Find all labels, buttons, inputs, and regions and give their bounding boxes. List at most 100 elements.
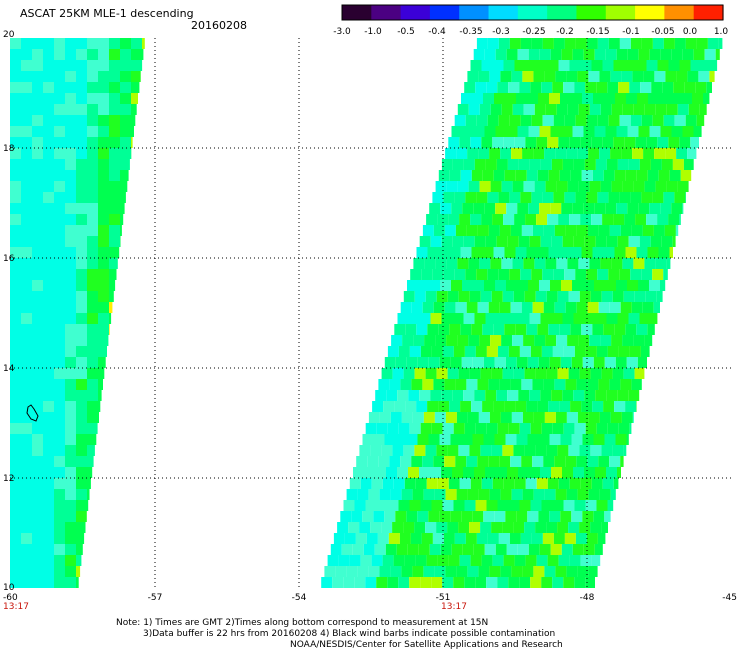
swath-cell — [510, 456, 522, 467]
swath-cell — [477, 225, 489, 236]
swath-cell — [76, 192, 87, 203]
swath-cell — [453, 423, 465, 434]
swath-cell — [498, 269, 510, 280]
swath-cell — [558, 478, 570, 489]
swath-cell — [491, 522, 503, 533]
swath-cell — [640, 82, 652, 93]
swath-cell — [473, 203, 485, 214]
swath-cell — [494, 93, 505, 104]
swath-cell — [459, 555, 471, 566]
swath-cell — [613, 214, 625, 225]
swath-cell — [65, 203, 76, 214]
swath-cell — [109, 115, 120, 126]
swath-cell — [470, 555, 482, 566]
swath-cell — [43, 302, 54, 313]
swath-cell — [519, 500, 531, 511]
swath-cell — [655, 258, 667, 269]
swath-cell — [10, 214, 21, 225]
swath-cell — [612, 291, 624, 302]
swath-cell — [87, 148, 98, 159]
swath-cell — [466, 456, 478, 467]
swath-cell — [436, 368, 448, 379]
swath-cell — [627, 203, 639, 214]
swath-cell — [492, 555, 504, 566]
swath-cell — [570, 170, 582, 181]
swath-cell — [483, 93, 494, 104]
swath-cell — [533, 148, 545, 159]
swath-cell — [480, 445, 492, 456]
swath-cell — [603, 170, 615, 181]
swath-cell — [463, 467, 474, 478]
swath-cell — [532, 379, 544, 390]
swath-cell — [392, 368, 404, 379]
swath-cell — [10, 357, 21, 368]
swath-cell — [536, 60, 548, 71]
swath-cell — [120, 170, 129, 181]
swath-cell — [434, 489, 446, 500]
swath-cell — [54, 412, 65, 423]
swath-cell — [43, 445, 54, 456]
swath-cell — [65, 302, 76, 313]
swath-cell — [595, 236, 607, 247]
swath-cell — [499, 379, 511, 390]
swath-cell — [65, 192, 76, 203]
swath-cell — [337, 522, 349, 533]
swath-cell — [641, 38, 653, 49]
swath-cell — [500, 148, 512, 159]
swath-cell — [643, 71, 655, 82]
swath-cell — [10, 126, 21, 137]
swath-cell — [387, 500, 399, 511]
swath-cell — [54, 170, 65, 181]
swath-cell — [465, 115, 477, 126]
swath-cell — [673, 82, 685, 93]
swath-cell — [341, 544, 353, 555]
swath-cell — [366, 533, 378, 544]
swath-cell — [437, 214, 449, 225]
swath-cell — [459, 214, 471, 225]
swath-cell — [379, 412, 391, 423]
swath-cell — [513, 291, 525, 302]
swath-cell — [513, 445, 525, 456]
swath-cell — [76, 423, 87, 434]
swath-cell — [371, 478, 383, 489]
swath-cell — [379, 566, 391, 577]
swath-cell — [87, 269, 98, 280]
swath-cell — [666, 181, 678, 192]
swath-cell — [87, 225, 98, 236]
swath-cell — [98, 181, 109, 192]
swath-cell — [427, 401, 439, 412]
swath-cell — [54, 368, 65, 379]
swath-cell — [10, 269, 21, 280]
swath-cell — [87, 434, 97, 445]
swath-cell — [572, 280, 583, 291]
swath-cell — [131, 126, 134, 137]
swath-cell — [624, 214, 636, 225]
swath-cell — [431, 346, 443, 357]
swath-cell — [516, 357, 528, 368]
swath-cell — [566, 489, 578, 500]
swath-cell — [605, 280, 616, 291]
swath-cell — [54, 357, 65, 368]
swath-cell — [458, 368, 470, 379]
swath-cell — [584, 313, 596, 324]
swath-cell — [120, 93, 131, 104]
swath-cell — [504, 401, 516, 412]
swath-cell — [43, 291, 54, 302]
swath-cell — [32, 192, 43, 203]
swath-cell — [572, 203, 584, 214]
footnote-line: NOAA/NESDIS/Center for Satellite Applica… — [290, 640, 563, 650]
swath-cell — [635, 60, 647, 71]
swath-cell — [43, 346, 54, 357]
swath-cell — [383, 401, 395, 412]
swath-cell — [43, 577, 54, 588]
swath-cell — [475, 423, 487, 434]
swath-cell — [577, 148, 589, 159]
swath-cell — [469, 291, 481, 302]
swath-cell — [541, 346, 553, 357]
swath-cell — [633, 335, 645, 346]
swath-cell — [409, 577, 421, 588]
swath-cell — [403, 522, 415, 533]
swath-cell — [550, 203, 562, 214]
swath-cell — [87, 335, 98, 346]
swath-cell — [541, 500, 553, 511]
